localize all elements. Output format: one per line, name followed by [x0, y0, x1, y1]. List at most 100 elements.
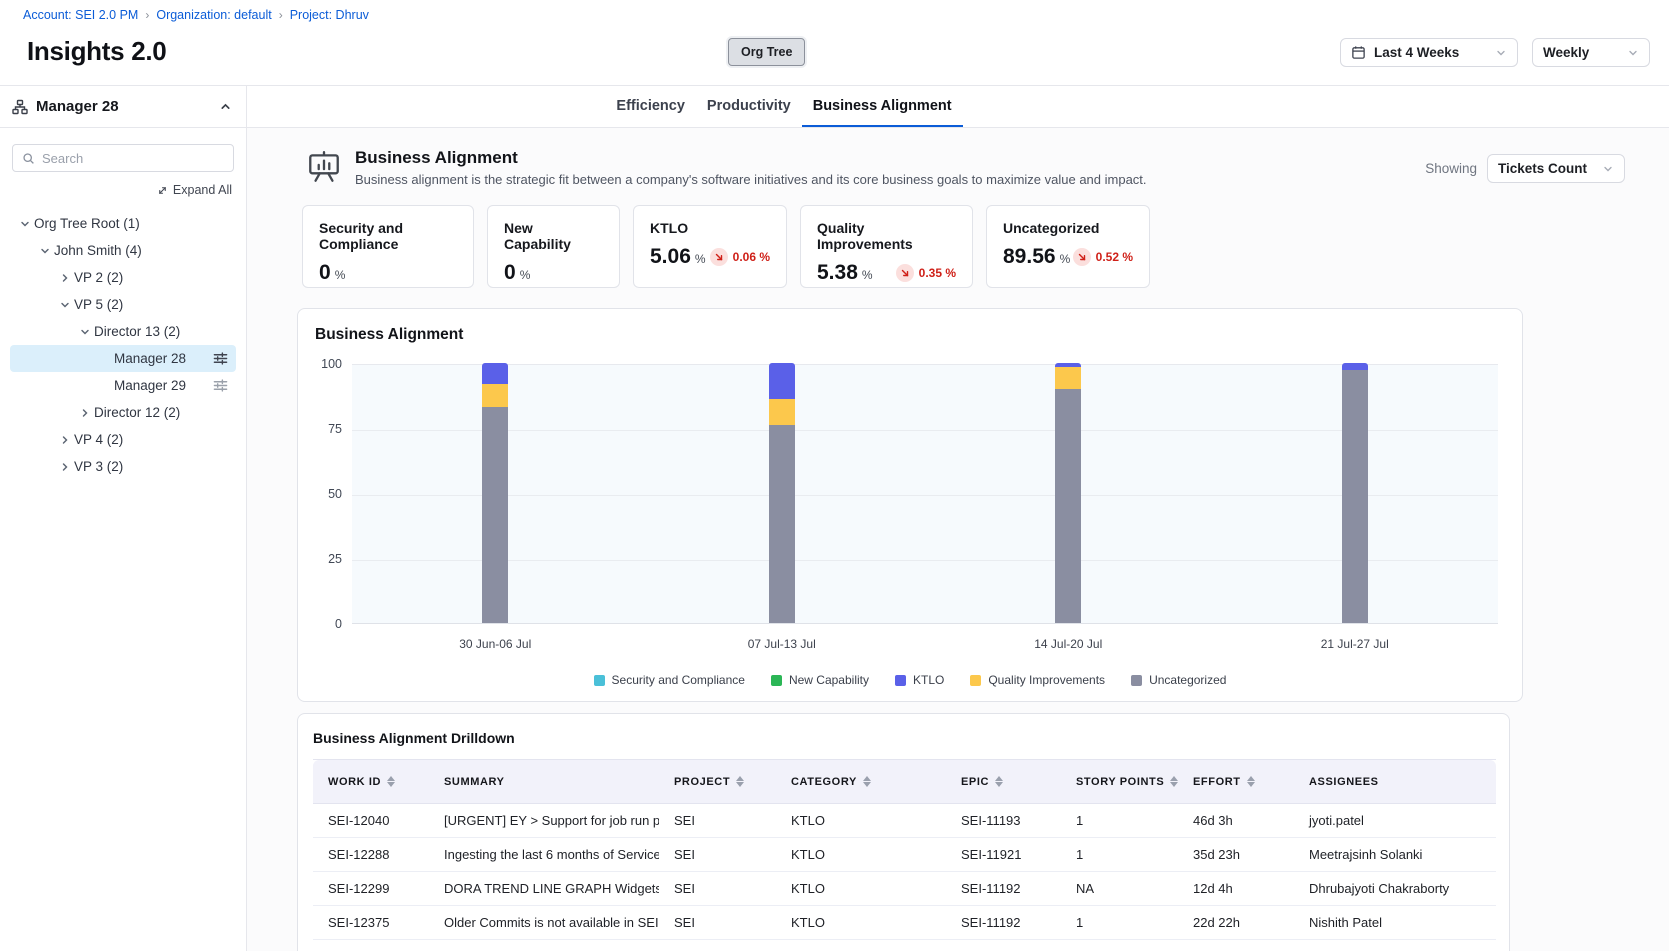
table-cell: SEI-12299: [313, 871, 429, 906]
table-cell: 35d 23h: [1178, 837, 1294, 872]
stat-delta-value: 0.06 %: [732, 250, 770, 264]
stat-card-value: 5.06: [650, 245, 691, 268]
tree-node-vp-3-2-[interactable]: VP 3 (2): [10, 453, 236, 480]
table-row[interactable]: SEI-12375 Older Commits is not available …: [313, 905, 1496, 940]
bar-segment-uncategorized: [768, 425, 795, 623]
tree-node-label: Director 13 (2): [94, 324, 181, 339]
column-header-inner: EPIC: [961, 776, 1061, 788]
expand-all-button[interactable]: Expand All: [0, 183, 232, 197]
tree-node-org-tree-root-1-[interactable]: Org Tree Root (1): [10, 210, 236, 237]
stat-card-uncategorized: Uncategorized 89.56% 0.52 %: [986, 205, 1150, 288]
tree-node-label: VP 3 (2): [74, 459, 124, 474]
sort-icon[interactable]: [1246, 776, 1255, 787]
legend-item-new-capability: New Capability: [770, 673, 869, 687]
chevron-right-icon[interactable]: [56, 434, 74, 446]
table-row[interactable]: SEI-12040 [URGENT] EY > Support for job r…: [313, 803, 1496, 838]
chevron-right-icon[interactable]: [76, 407, 94, 419]
tree-node-director-13-2-[interactable]: Director 13 (2): [10, 318, 236, 345]
org-tree-button[interactable]: Org Tree: [728, 38, 806, 66]
chevron-right-icon[interactable]: [56, 272, 74, 284]
table-row[interactable]: SEI-12305EY > Verify if ingestion is wor…: [313, 939, 1496, 951]
org-tree: Org Tree Root (1) John Smith (4) VP 2 (2) V…: [0, 210, 246, 480]
tree-node-manager-29[interactable]: Manager 29: [10, 372, 236, 399]
chevron-down-icon[interactable]: [56, 299, 74, 311]
drilldown-title: Business Alignment Drilldown: [313, 730, 515, 746]
collapse-sidebar-icon[interactable]: [219, 100, 232, 113]
y-axis-tick: 25: [328, 552, 342, 566]
breadcrumb-link[interactable]: Organization: default: [156, 8, 272, 22]
chevron-down-icon[interactable]: [76, 326, 94, 338]
table-cell: KTLO: [776, 837, 946, 872]
sort-icon[interactable]: [862, 776, 871, 787]
chevron-down-icon[interactable]: [36, 245, 54, 257]
search-input[interactable]: [42, 150, 224, 166]
table-cell: KTLO: [776, 803, 946, 838]
tab-productivity[interactable]: Productivity: [706, 97, 791, 114]
sort-icon[interactable]: [995, 776, 1004, 787]
sliders-icon[interactable]: [213, 378, 228, 393]
chevron-right-icon[interactable]: [56, 461, 74, 473]
tree-node-manager-28[interactable]: Manager 28: [10, 345, 236, 372]
table-cell: SEI-11193: [946, 803, 1061, 838]
table-cell: 1: [1061, 905, 1178, 940]
legend-item-uncategorized: Uncategorized: [1131, 673, 1226, 687]
y-axis: 0 25 50 75 100: [314, 357, 352, 631]
bar-segment-uncategorized: [1341, 369, 1368, 623]
table-cell: SEI-12305: [313, 939, 429, 951]
breadcrumb-link[interactable]: Account: SEI 2.0 PM: [23, 8, 139, 22]
column-header-summary: SUMMARY: [429, 759, 659, 804]
tree-node-label: Director 12 (2): [94, 405, 181, 420]
breadcrumb-link[interactable]: Project: Dhruv: [289, 8, 369, 22]
tree-node-label: Manager 29: [114, 378, 187, 393]
table-cell: SEI: [659, 871, 776, 906]
bar-21-jul-27-jul[interactable]: [1341, 363, 1368, 623]
tree-node-director-12-2-[interactable]: Director 12 (2): [10, 399, 236, 426]
column-header-story-points[interactable]: STORY POINTS: [1061, 759, 1179, 804]
trend-down-icon: [1072, 248, 1091, 266]
table-cell: SEI-11193: [946, 939, 1061, 951]
stat-card-label: Uncategorized: [1003, 220, 1100, 236]
column-header-effort[interactable]: EFFORT: [1178, 759, 1294, 804]
bar-07-jul-13-jul[interactable]: [768, 363, 795, 623]
bar-segment-ktlo: [1055, 363, 1082, 367]
bar-30-jun-06-jul[interactable]: [482, 363, 509, 623]
stat-card-label: Quality Improvements: [817, 220, 913, 252]
tree-node-john-smith-4-[interactable]: John Smith (4): [10, 237, 236, 264]
column-header-category[interactable]: CATEGORY: [776, 759, 946, 804]
sliders-icon[interactable]: [213, 351, 228, 366]
table-cell: SEI-12288: [313, 837, 429, 872]
stat-card-ktlo: KTLO 5.06% 0.06 %: [633, 205, 787, 288]
x-axis-label: 21 Jul-27 Jul: [1320, 637, 1389, 651]
tree-node-vp-5-2-[interactable]: VP 5 (2): [10, 291, 236, 318]
table-cell: 1: [1061, 939, 1178, 951]
column-header-inner: SUMMARY: [444, 776, 659, 788]
table-cell: 12d 4h: [1178, 871, 1294, 906]
stat-card-value: 0: [319, 261, 331, 284]
showing-select[interactable]: Tickets Count: [1487, 154, 1625, 183]
column-header-epic[interactable]: EPIC: [946, 759, 1061, 804]
table-cell: Abhishek Chauhan: [1294, 939, 1496, 951]
tree-node-vp-4-2-[interactable]: VP 4 (2): [10, 426, 236, 453]
bar-segment-uncategorized: [482, 407, 509, 623]
sitemap-icon: [12, 99, 28, 115]
sort-icon[interactable]: [736, 776, 745, 787]
chevron-down-icon[interactable]: [16, 218, 34, 230]
sort-icon[interactable]: [387, 776, 396, 787]
table-row[interactable]: SEI-12288 Ingesting the last 6 months of …: [313, 837, 1496, 872]
granularity-select[interactable]: Weekly: [1532, 38, 1650, 67]
tree-node-vp-2-2-[interactable]: VP 2 (2): [10, 264, 236, 291]
tab-business-alignment[interactable]: Business Alignment: [801, 86, 963, 127]
bar-14-jul-20-jul[interactable]: [1055, 363, 1082, 623]
stat-delta-value: 0.52 %: [1095, 250, 1133, 264]
tab-efficiency[interactable]: Efficiency: [616, 97, 685, 114]
section-description: Business alignment is the strategic fit …: [355, 172, 1147, 187]
stat-card-new-capability: New Capability 0%: [487, 205, 620, 288]
column-header-work-id[interactable]: WORK ID: [313, 759, 429, 804]
bar-segment-quality-improvements: [1055, 366, 1082, 389]
search-box[interactable]: [12, 144, 234, 172]
stat-card-unit: %: [334, 268, 346, 282]
column-header-project[interactable]: PROJECT: [659, 759, 776, 804]
sort-icon[interactable]: [1170, 776, 1179, 787]
date-range-select[interactable]: Last 4 Weeks: [1340, 38, 1518, 67]
